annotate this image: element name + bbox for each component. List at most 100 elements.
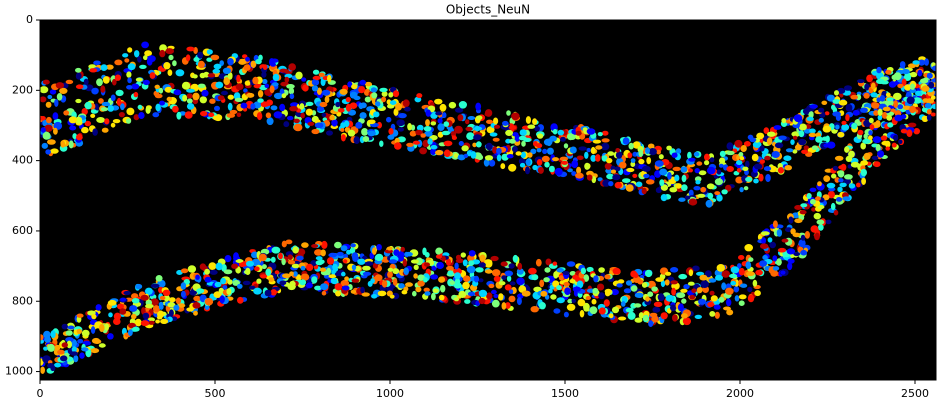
- cell: [825, 135, 830, 143]
- cell: [159, 295, 166, 301]
- cell: [300, 265, 306, 271]
- cell: [810, 198, 816, 205]
- cell: [279, 68, 288, 73]
- cell: [158, 303, 164, 310]
- cell: [576, 280, 584, 289]
- cell: [739, 187, 744, 193]
- cell: [855, 94, 862, 101]
- cell: [572, 286, 581, 292]
- cell: [758, 173, 764, 182]
- cell: [301, 77, 307, 82]
- cell: [693, 151, 700, 157]
- cell: [566, 261, 576, 267]
- cell: [340, 279, 350, 287]
- cell: [351, 264, 357, 271]
- cell: [645, 179, 655, 185]
- cell: [231, 263, 239, 269]
- cell: [250, 60, 257, 68]
- cell: [386, 99, 392, 105]
- cell: [96, 78, 103, 87]
- cell: [496, 154, 502, 162]
- cell: [766, 137, 773, 146]
- cell: [681, 313, 688, 319]
- cell: [299, 103, 305, 110]
- cell: [558, 275, 564, 281]
- cell: [89, 68, 98, 73]
- cell: [218, 287, 225, 294]
- cell: [857, 79, 865, 84]
- cell: [832, 99, 841, 104]
- cell: [405, 282, 413, 287]
- cell: [163, 61, 171, 70]
- cell: [823, 143, 831, 148]
- cell: [126, 107, 135, 116]
- cell: [764, 155, 771, 161]
- cell: [778, 135, 787, 141]
- cell: [281, 240, 287, 248]
- cell: [307, 121, 315, 126]
- cell: [330, 277, 338, 285]
- cell: [180, 290, 186, 298]
- cell: [104, 118, 110, 125]
- cell: [754, 163, 763, 170]
- cell: [693, 186, 701, 191]
- cell: [486, 292, 493, 300]
- cell: [124, 58, 130, 63]
- cell: [430, 121, 437, 126]
- cell: [598, 292, 605, 300]
- cell: [335, 290, 342, 297]
- cell: [165, 48, 174, 55]
- cell: [542, 148, 548, 154]
- cell: [272, 73, 280, 82]
- cell: [635, 181, 643, 188]
- cell: [931, 103, 936, 110]
- cell: [401, 290, 408, 295]
- cell: [552, 157, 559, 162]
- cell: [43, 330, 51, 339]
- cell: [454, 277, 461, 286]
- cell: [314, 249, 323, 256]
- cell: [834, 155, 844, 161]
- cell: [110, 94, 116, 102]
- cell: [323, 274, 331, 279]
- cell: [781, 238, 789, 243]
- cell: [350, 243, 356, 248]
- cell: [315, 256, 323, 261]
- x-tick-label: 1500: [551, 387, 579, 400]
- cell: [763, 127, 770, 134]
- cell: [886, 114, 893, 121]
- cell: [799, 210, 807, 215]
- cell: [790, 228, 796, 235]
- cell: [461, 145, 469, 152]
- cell: [295, 71, 303, 80]
- cell: [101, 127, 109, 133]
- cell: [687, 281, 695, 286]
- cell: [736, 160, 743, 166]
- cell: [852, 109, 860, 116]
- cell: [671, 152, 678, 158]
- cell: [550, 294, 557, 300]
- cell: [396, 119, 405, 127]
- cell: [780, 270, 786, 275]
- cell: [493, 117, 499, 125]
- cell: [423, 277, 428, 283]
- cell: [834, 177, 840, 183]
- cell: [314, 285, 322, 291]
- cell: [835, 124, 840, 130]
- cell: [107, 299, 117, 306]
- cell: [837, 131, 845, 138]
- cell: [150, 298, 159, 306]
- cell: [204, 304, 210, 311]
- cell: [160, 318, 169, 324]
- cell: [882, 106, 891, 112]
- cell: [828, 187, 836, 192]
- cell: [279, 103, 286, 112]
- cell: [666, 145, 672, 151]
- cell: [597, 283, 605, 291]
- cell: [887, 122, 894, 128]
- cell: [131, 313, 137, 320]
- cell: [334, 241, 342, 249]
- cell: [861, 177, 866, 185]
- cell: [150, 283, 160, 288]
- cell: [423, 126, 432, 132]
